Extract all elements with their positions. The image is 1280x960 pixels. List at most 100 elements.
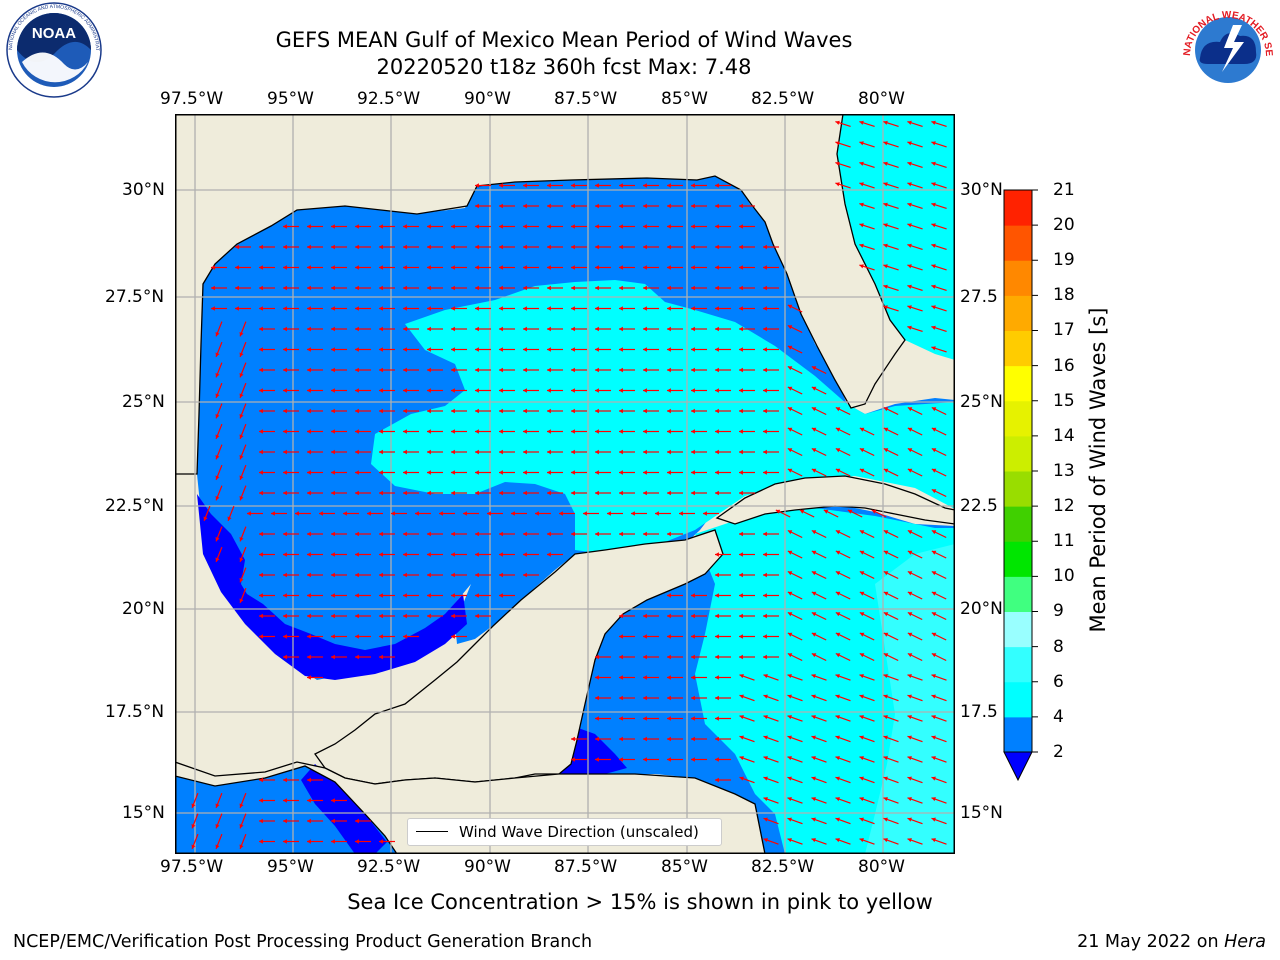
wind-wave-arrowhead <box>331 818 335 824</box>
wind-wave-arrowhead <box>835 407 841 412</box>
wind-wave-arrowhead <box>667 675 671 680</box>
wind-wave-arrowhead <box>859 797 864 802</box>
wind-wave-arrowhead <box>451 388 455 393</box>
wind-wave-arrowhead <box>523 306 527 311</box>
wind-wave-arrowhead <box>883 776 888 781</box>
wind-wave-arrowhead <box>211 265 215 270</box>
wind-wave-arrowhead <box>235 265 239 270</box>
wind-wave-arrowhead <box>331 531 335 537</box>
wind-wave-arrowhead <box>331 326 335 332</box>
wind-wave-arrowhead <box>811 632 817 637</box>
wind-wave-arrowhead <box>379 347 383 352</box>
wind-wave-arrowhead <box>595 716 599 721</box>
wind-wave-arrowhead <box>571 470 575 475</box>
wind-wave-arrowhead <box>643 203 647 209</box>
wind-wave-arrowhead <box>499 572 503 578</box>
wind-wave-arrowhead <box>283 388 287 393</box>
wind-wave-arrowhead <box>331 285 335 291</box>
wind-wave-arrowhead <box>547 470 551 475</box>
footer-credit: NCEP/EMC/Verification Post Processing Pr… <box>13 932 593 952</box>
wind-wave-arrowhead <box>763 470 767 475</box>
wind-wave-arrowhead <box>883 264 888 269</box>
wind-wave-arrowhead <box>239 352 244 357</box>
wind-wave-arrowhead <box>379 490 383 496</box>
wind-wave-arrowhead <box>355 367 359 373</box>
wind-wave-arrowhead <box>643 285 647 291</box>
wind-wave-arrowhead <box>307 613 311 619</box>
wind-wave-arrowhead <box>787 345 793 350</box>
wind-wave-arrowhead <box>811 550 817 555</box>
wind-wave-arrowhead <box>667 203 671 209</box>
wind-wave-arrowhead <box>307 490 311 496</box>
wind-wave-arrowhead <box>259 798 263 803</box>
wind-wave-arrowhead <box>787 756 792 761</box>
wind-wave-arrowhead <box>619 408 623 414</box>
wind-wave-arrowhead <box>535 511 539 516</box>
wind-wave-arrowhead <box>331 347 335 352</box>
wind-wave-arrowhead <box>643 408 647 414</box>
wind-wave-arrowhead <box>739 224 743 229</box>
wind-wave-arrowhead <box>595 183 599 188</box>
wind-wave-arrowhead <box>215 373 220 378</box>
wind-wave-arrowhead <box>571 388 575 393</box>
wind-wave-arrowhead <box>811 715 816 720</box>
wind-wave-arrowhead <box>379 285 383 291</box>
wind-wave-arrowhead <box>667 634 671 639</box>
colorbar-tick-label: 10 <box>1053 566 1075 586</box>
chart-title: GEFS MEAN Gulf of Mexico Mean Period of … <box>275 28 853 52</box>
wind-wave-arrowhead <box>619 634 623 639</box>
wind-wave-arrowhead <box>715 490 719 496</box>
wind-wave-arrowhead <box>427 552 431 557</box>
wind-wave-arrowhead <box>619 470 623 475</box>
wind-wave-arrowhead <box>643 388 647 393</box>
lat-label: 30°N <box>122 180 165 200</box>
wind-wave-arrowhead <box>451 572 455 578</box>
lon-label: 82.5°W <box>751 857 815 877</box>
wind-wave-arrowhead <box>595 736 599 742</box>
wind-wave-arrowhead <box>283 224 287 229</box>
wind-wave-arrowhead <box>787 694 792 699</box>
wind-wave-arrowhead <box>451 306 455 311</box>
wind-wave-arrowhead <box>295 511 299 516</box>
wind-wave-arrowhead <box>691 265 695 270</box>
wind-wave-arrowhead <box>907 694 912 699</box>
colorbar-bin <box>1004 365 1032 402</box>
wind-wave-arrowhead <box>451 326 455 332</box>
wind-wave-arrowhead <box>643 675 647 680</box>
wind-wave-arrowhead <box>643 490 647 496</box>
wind-wave-arrowhead <box>715 675 719 680</box>
wind-wave-arrowhead <box>595 347 599 352</box>
wind-wave-arrowhead <box>715 224 719 229</box>
wind-wave-arrowhead <box>571 490 575 496</box>
wind-wave-arrowhead <box>739 490 743 496</box>
lon-label: 97.5°W <box>160 857 224 877</box>
wind-wave-arrowhead <box>667 757 671 762</box>
wind-wave-arrowhead <box>739 613 743 619</box>
wind-wave-arrowhead <box>811 571 817 576</box>
wind-wave-arrowhead <box>883 202 888 207</box>
wind-wave-arrowhead <box>259 326 263 332</box>
wind-wave-arrowhead <box>739 674 744 679</box>
wind-wave-arrowhead <box>715 777 719 783</box>
wind-wave-arrowhead <box>403 224 407 229</box>
wind-wave-arrowhead <box>259 572 263 578</box>
wind-wave-arrowhead <box>427 470 431 475</box>
wind-wave-arrowhead <box>571 347 575 352</box>
wind-wave-arrowhead <box>619 736 623 742</box>
wind-wave-arrowhead <box>283 244 287 250</box>
colorbar-bin <box>1004 435 1032 472</box>
colorbar-bin <box>1004 506 1032 542</box>
wind-wave-arrowhead <box>595 408 599 414</box>
wind-wave-arrowhead <box>475 285 479 291</box>
wind-wave-arrowhead <box>931 838 936 843</box>
wind-wave-arrowhead <box>307 593 311 598</box>
wind-wave-arrowhead <box>715 736 719 742</box>
wind-wave-arrowhead <box>283 429 287 434</box>
wind-wave-arrowhead <box>907 305 912 310</box>
wind-wave-arrowhead <box>619 285 623 291</box>
wind-wave-arrowhead <box>931 427 937 432</box>
wind-wave-arrowhead <box>331 244 335 250</box>
wind-wave-arrowhead <box>883 674 888 679</box>
wind-wave-arrowhead <box>883 632 889 637</box>
wind-wave-arrowhead <box>907 653 913 658</box>
